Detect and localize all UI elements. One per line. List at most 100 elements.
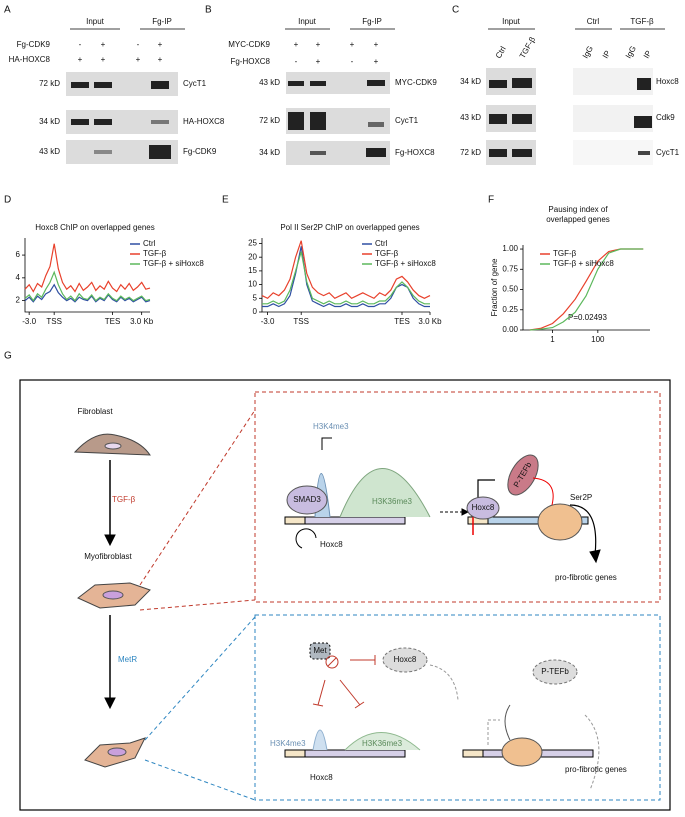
series-line	[261, 240, 431, 300]
y-tick-label: 5	[253, 293, 258, 302]
sign: +	[136, 55, 141, 64]
panel-label: D	[4, 195, 11, 206]
treatment-label: MetR	[118, 655, 137, 664]
group-label: Input	[502, 17, 521, 26]
protein: P-TEFb	[541, 667, 569, 676]
y-tick-label: 0.00	[502, 325, 518, 334]
sign: -	[137, 40, 140, 49]
sign: +	[101, 40, 106, 49]
chart-title: Pausing index of	[548, 205, 608, 214]
sign: +	[158, 40, 163, 49]
target-label: Fg-CDK9	[183, 147, 217, 156]
y-tick-label: 6	[16, 250, 21, 259]
lane-label: TGF-β	[518, 35, 538, 60]
row-label: Fg-CDK9	[17, 40, 51, 49]
cell-label: Fibroblast	[77, 407, 113, 416]
panel-label: A	[4, 5, 11, 16]
row-label: Fg-HOXC8	[230, 57, 270, 66]
sign: +	[294, 40, 299, 49]
cell-label: Myofibroblast	[84, 552, 132, 561]
panel-label: E	[222, 195, 229, 206]
chart-title: Hoxc8 ChIP on overlapped genes	[35, 223, 155, 232]
series-line	[24, 283, 151, 303]
group-label: Input	[298, 17, 317, 26]
modification: Ser2P	[570, 493, 592, 502]
histone-mark: H3K4me3	[313, 422, 349, 431]
size-label: 34 kD	[259, 148, 280, 157]
legend-label: TGF-β	[143, 249, 167, 258]
x-tick-label: TSS	[293, 317, 309, 326]
series-line	[262, 246, 430, 308]
series-line	[24, 243, 151, 293]
panel-label: F	[488, 195, 494, 206]
x-tick-label: TES	[105, 317, 121, 326]
size-label: 43 kD	[39, 147, 60, 156]
size-label: 72 kD	[259, 116, 280, 125]
group-label: Input	[86, 17, 105, 26]
target-label: CycT1	[395, 116, 419, 125]
histone-mark: H3K4me3	[270, 739, 306, 748]
protein: Hoxc8	[394, 655, 417, 664]
lane-label: IgG	[581, 44, 595, 60]
annotation: P=0.02493	[568, 313, 607, 322]
y-tick-label: 0.75	[502, 264, 518, 273]
stimulus-label: TGF-β	[112, 495, 136, 504]
y-tick-label: 15	[248, 266, 257, 275]
x-tick-label: -3.0	[22, 317, 36, 326]
series-line	[24, 270, 151, 302]
gene-label: Hoxc8	[320, 540, 343, 549]
panel-label: B	[205, 5, 212, 16]
y-tick-label: 10	[248, 280, 257, 289]
legend-label: TGF-β	[553, 249, 577, 258]
sign: +	[316, 57, 321, 66]
lane-label: IgG	[624, 44, 638, 60]
protein: SMAD3	[293, 495, 321, 504]
lane-label: Ctrl	[494, 45, 508, 60]
legend-label: TGF-β + siHoxc8	[553, 259, 614, 268]
target-label: Hoxc8	[656, 77, 679, 86]
x-tick-label: 1	[550, 335, 555, 344]
size-label: 43 kD	[460, 113, 481, 122]
lane-label: IP	[601, 49, 613, 60]
protein: Hoxc8	[472, 503, 495, 512]
panel-label: C	[452, 5, 459, 16]
sign: -	[79, 40, 82, 49]
histone-mark: H3K36me3	[372, 497, 413, 506]
panel-label: G	[4, 351, 12, 362]
target-label: CycT1	[656, 148, 680, 157]
group-label: TGF-β	[630, 17, 654, 26]
x-tick-label: TSS	[46, 317, 62, 326]
group-label: Fg-IP	[152, 17, 172, 26]
y-tick-label: 20	[248, 252, 257, 261]
blot-images	[66, 28, 665, 165]
y-tick-label: 2	[16, 296, 21, 305]
sign: +	[101, 55, 106, 64]
sign: +	[316, 40, 321, 49]
size-label: 34 kD	[39, 117, 60, 126]
size-label: 43 kD	[259, 78, 280, 87]
group-label: Fg-IP	[362, 17, 382, 26]
row-label: MYC-CDK9	[228, 40, 270, 49]
metabolite: Met	[313, 646, 327, 655]
chart-title: overlapped genes	[546, 215, 610, 224]
target-label: CycT1	[183, 79, 207, 88]
target-label: HA-HOXC8	[183, 117, 225, 126]
group-label: Ctrl	[587, 17, 600, 26]
x-tick-label: 100	[591, 335, 605, 344]
target-label: Cdk9	[656, 113, 675, 122]
sign: +	[350, 40, 355, 49]
series-line	[529, 248, 644, 331]
y-tick-label: 0.25	[502, 305, 518, 314]
sign: +	[158, 55, 163, 64]
sign: -	[351, 57, 354, 66]
size-label: 72 kD	[460, 148, 481, 157]
y-axis-label: Fraction of gene	[490, 258, 499, 316]
gene-label: pro-fibrotic genes	[565, 765, 627, 774]
sign: +	[374, 40, 379, 49]
model-diagram	[19, 379, 671, 811]
legend-label: TGF-β	[375, 249, 399, 258]
sign: -	[295, 57, 298, 66]
histone-mark: H3K36me3	[362, 739, 403, 748]
x-tick-label: -3.0	[261, 317, 275, 326]
